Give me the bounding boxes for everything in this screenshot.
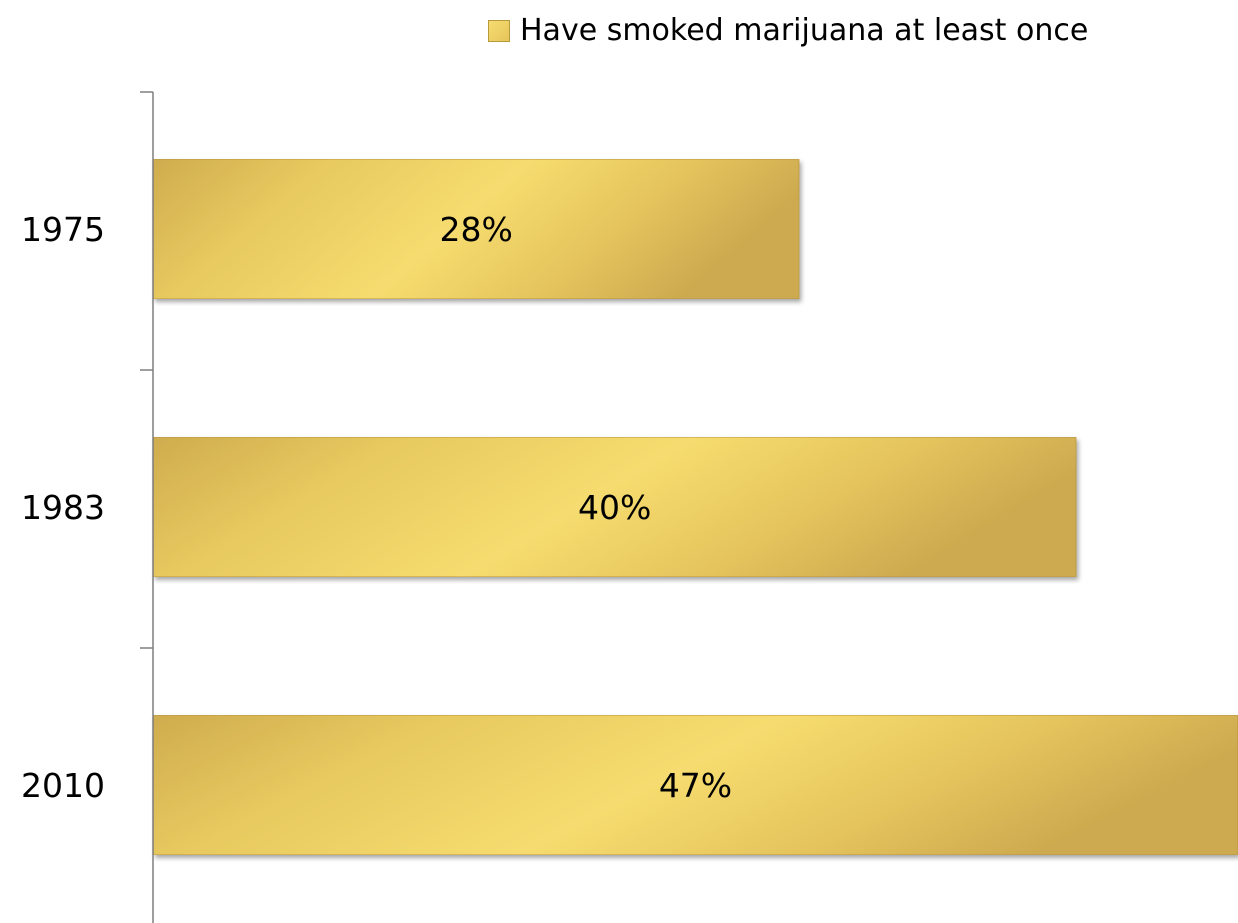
category-label-1983: 1983	[21, 488, 105, 527]
data-label-1975: 28%	[440, 210, 513, 249]
labels-layer: 28% 1975 40% 1983 47% 2010	[21, 210, 732, 805]
bar-1983	[153, 437, 1077, 577]
category-label-2010: 2010	[21, 766, 105, 805]
chart-legend: Have smoked marijuana at least once	[488, 8, 1088, 54]
legend-label: Have smoked marijuana at least once	[520, 13, 1089, 48]
data-label-2010: 47%	[659, 766, 732, 805]
bar-1975	[153, 159, 800, 299]
legend-swatch	[488, 20, 510, 42]
category-label-1975: 1975	[21, 210, 105, 249]
y-axis	[140, 91, 154, 923]
data-label-1983: 40%	[578, 488, 651, 527]
bar-2010	[153, 715, 1238, 855]
bars-layer	[153, 159, 1238, 855]
